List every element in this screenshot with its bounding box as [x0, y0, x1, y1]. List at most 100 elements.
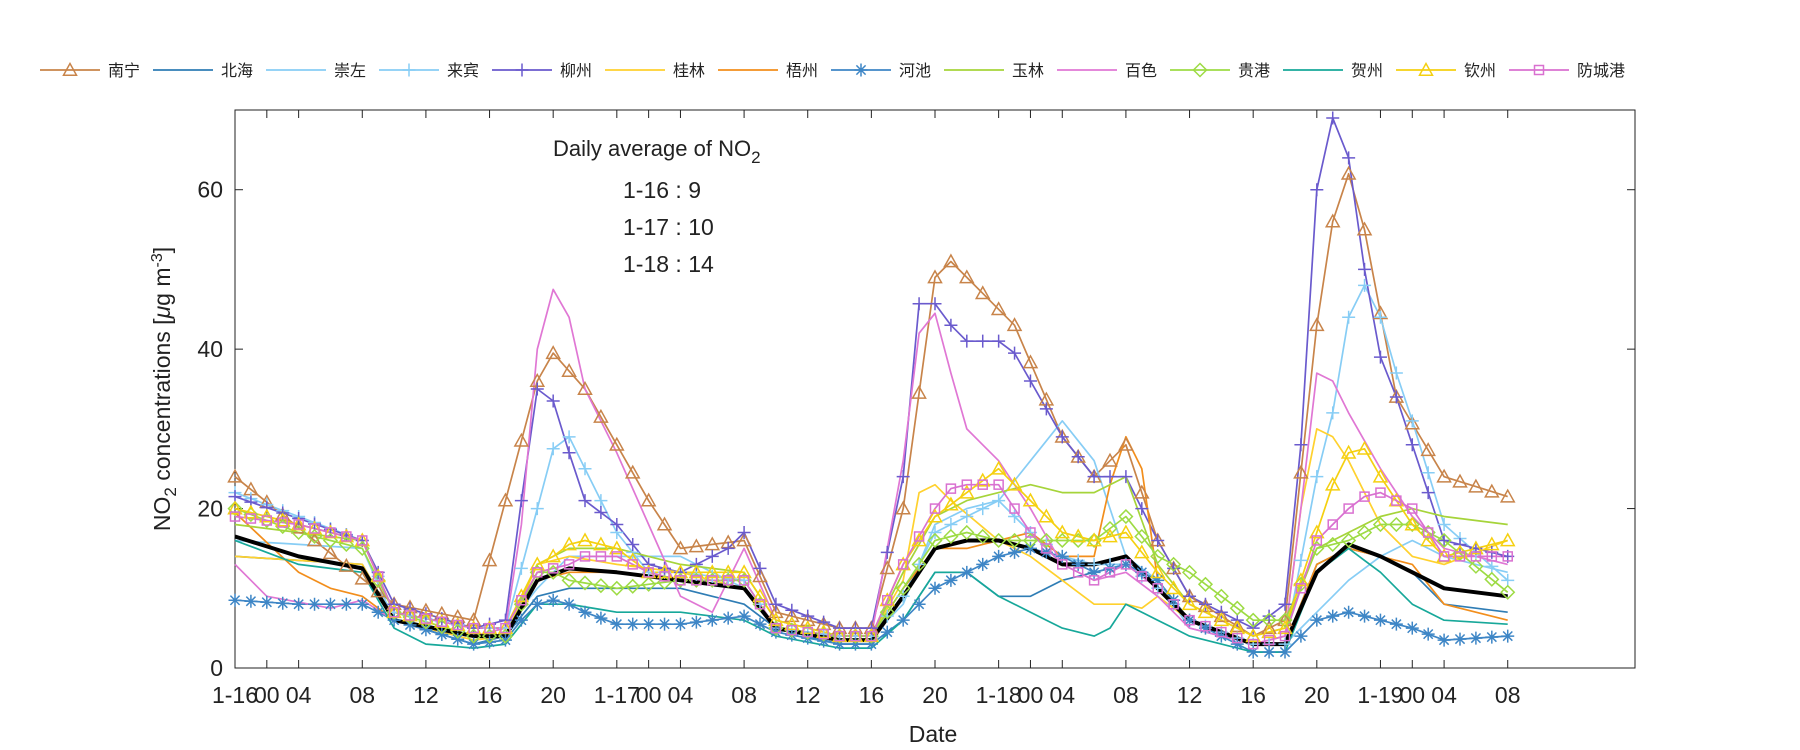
legend-label: 柳州: [560, 62, 592, 80]
data-point: [658, 617, 672, 631]
data-point: [1086, 532, 1102, 549]
data-point: [354, 570, 371, 585]
data-point: [577, 532, 593, 547]
data-point: [1086, 532, 1102, 547]
data-point: [721, 611, 735, 625]
data-point: [274, 512, 291, 527]
data-point: [1022, 354, 1039, 369]
data-point: [770, 622, 782, 634]
data-point: [929, 503, 941, 514]
data-point: [1197, 598, 1214, 613]
data-point: [990, 301, 1007, 316]
data-point: [992, 494, 1006, 508]
data-point: [689, 615, 703, 629]
data-point: [1167, 561, 1181, 575]
data-point: [1071, 557, 1085, 571]
data-point: [1039, 402, 1053, 416]
data-point: [1358, 609, 1372, 623]
data-point: [1102, 520, 1118, 537]
data-point: [514, 561, 528, 575]
y-tick-label: 40: [197, 336, 223, 362]
data-point: [1055, 430, 1069, 444]
data-point: [854, 63, 868, 77]
data-point: [1183, 613, 1197, 627]
data-point: [610, 518, 624, 532]
data-point: [1389, 366, 1403, 380]
data-point: [642, 617, 656, 631]
data-point: [880, 625, 894, 639]
y-tick-label: 20: [197, 496, 223, 522]
data-point: [514, 494, 528, 508]
data-point: [1213, 608, 1230, 623]
data-point: [260, 501, 274, 515]
data-point: [1358, 262, 1372, 276]
data-point: [1421, 486, 1435, 500]
data-point: [529, 556, 546, 571]
data-point: [802, 626, 813, 638]
data-point: [768, 612, 784, 627]
data-point: [261, 515, 273, 526]
data-point: [498, 633, 512, 647]
data-point: [1342, 605, 1356, 619]
data-point: [895, 500, 911, 515]
data-point: [578, 462, 592, 476]
data-point: [1120, 559, 1132, 570]
legend-label: 防城港: [1577, 62, 1625, 80]
data-point: [229, 511, 241, 522]
data-point: [1470, 551, 1482, 562]
data-point: [1356, 524, 1373, 541]
data-point: [1391, 495, 1402, 506]
data-point: [707, 575, 718, 586]
legend-label: 来宾: [447, 62, 479, 80]
data-point: [1420, 532, 1436, 547]
data-point: [293, 519, 304, 530]
data-point: [691, 575, 702, 586]
data-point: [1436, 468, 1452, 483]
data-point: [944, 318, 958, 332]
data-point: [451, 632, 465, 646]
data-point: [1309, 540, 1325, 556]
data-point: [468, 622, 479, 634]
data-point: [927, 508, 943, 523]
data-point: [1022, 532, 1039, 549]
data-point: [672, 540, 689, 555]
data-point: [1421, 627, 1435, 641]
x-tick-label: 1-19: [1357, 682, 1403, 708]
data-point: [1405, 621, 1419, 635]
data-point: [786, 624, 798, 636]
data-point: [577, 575, 593, 591]
data-point: [1342, 151, 1356, 165]
data-point: [1294, 553, 1308, 567]
data-point: [1420, 442, 1436, 457]
data-point: [1278, 597, 1292, 611]
legend-label: 桂林: [673, 62, 705, 80]
data-point: [1277, 620, 1293, 635]
data-point: [578, 605, 592, 619]
data-point: [1388, 516, 1404, 533]
legend-label: 玉林: [1012, 62, 1044, 80]
data-point: [355, 597, 369, 611]
data-point: [577, 380, 593, 395]
data-point: [1119, 557, 1133, 571]
data-point: [322, 545, 339, 560]
data-point: [1356, 440, 1373, 455]
data-point: [1484, 536, 1500, 551]
data-point: [1168, 598, 1179, 610]
data-point: [1022, 492, 1039, 507]
data-point: [404, 610, 416, 621]
data-point: [561, 572, 577, 588]
data-point: [960, 510, 974, 524]
data-point: [704, 564, 721, 579]
data-point: [992, 334, 1006, 348]
data-point: [1277, 612, 1293, 627]
data-point: [1372, 516, 1389, 533]
data-point: [1372, 468, 1389, 483]
data-point: [673, 617, 687, 631]
data-point: [976, 557, 990, 571]
data-point: [1104, 567, 1116, 578]
annotation-line: 1-16 : 9: [623, 177, 701, 203]
data-point: [1438, 551, 1450, 562]
x-tick-label: 12: [1177, 682, 1203, 708]
data-point: [595, 551, 607, 562]
data-point: [1103, 470, 1117, 484]
